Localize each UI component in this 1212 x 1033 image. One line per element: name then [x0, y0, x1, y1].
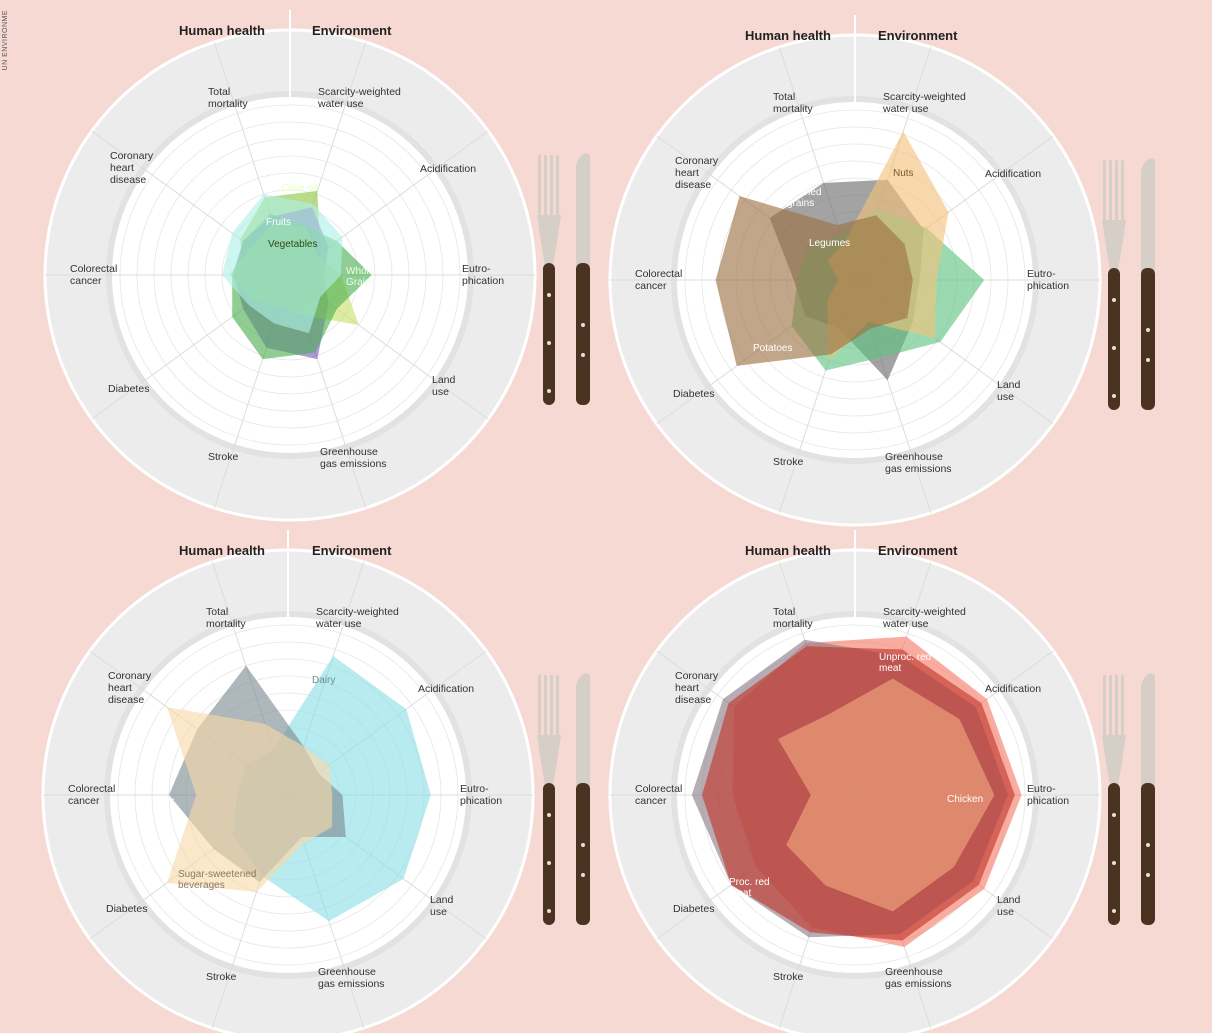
header-human-health: Human health	[179, 543, 265, 558]
axis-label: Diabetes	[673, 388, 714, 400]
axis-label: Stroke	[773, 456, 804, 468]
series-label: Olive oil	[282, 183, 318, 194]
header-human-health: Human health	[745, 543, 831, 558]
axis-label: Coronary heart disease	[675, 670, 719, 706]
series-polygon-potatoes	[715, 196, 913, 366]
axis-label: Total mortality	[773, 91, 813, 115]
cutlery-icon	[1102, 158, 1155, 410]
header-environment: Environment	[878, 543, 958, 558]
axis-label: Greenhouse gas emissions	[885, 451, 952, 475]
axis-label: Land use	[432, 374, 456, 398]
radar-plate-meats: Unproc. red meat Proc. red meat Chicken Scarc…	[608, 530, 1155, 1033]
axis-label: Total mortality	[206, 606, 246, 630]
series-polygon-chicken	[778, 678, 995, 912]
axis-label: Eutro-phication	[1027, 783, 1069, 807]
header-human-health: Human health	[179, 23, 265, 38]
series-label: Sugar-sweetened beverages	[178, 869, 256, 891]
axis-label: Acidification	[420, 163, 476, 175]
cutlery-icon	[537, 673, 590, 925]
axis-label: Coronary heart disease	[110, 150, 154, 186]
axis-label: Acidification	[985, 168, 1041, 180]
axis-label: Greenhouse gas emissions	[318, 966, 385, 990]
axis-label: Land use	[997, 894, 1021, 918]
series-label: Legumes	[809, 238, 850, 249]
axis-label: Land use	[430, 894, 454, 918]
axis-label: Stroke	[208, 451, 239, 463]
axis-label: Eutro-phication	[1027, 268, 1069, 292]
axis-label: Stroke	[773, 971, 804, 983]
axis-label: Diabetes	[106, 903, 147, 915]
header-human-health: Human health	[745, 28, 831, 43]
series-label: Fruits	[266, 217, 291, 228]
series-label: Potatoes	[753, 343, 792, 354]
series-label: Proc. red meat	[729, 877, 770, 899]
axis-label: Scarcity-weighted water use	[882, 606, 966, 630]
series-polygon-unnamed	[222, 194, 343, 334]
axis-label: Coronary heart disease	[675, 155, 719, 191]
header-environment: Environment	[878, 28, 958, 43]
radar-plate-eggs-dairy-beverages: Dairy Eggs Sugar-sweetened beverages Scarcit…	[41, 530, 590, 1033]
axis-label: Land use	[997, 379, 1021, 403]
axis-label: Acidification	[985, 683, 1041, 695]
series-label: Dairy	[312, 675, 335, 686]
axis-label: Greenhouse gas emissions	[320, 446, 387, 470]
series-label: Vegetables	[268, 239, 318, 250]
radar-plate-grains-legumes-nuts-potatoes: Refined grains Legumes Nuts Potatoes Scarcity…	[608, 15, 1155, 527]
axis-label: Greenhouse gas emissions	[885, 966, 952, 990]
axis-label: Scarcity-weighted water use	[315, 606, 399, 630]
axis-label: Coronary heart disease	[108, 670, 152, 706]
cutlery-icon	[1102, 673, 1155, 925]
radar-plate-fruits-vegetables: Olive oil Fruits Vegetables Whole Grains Scar…	[43, 10, 590, 522]
axis-label: Colorectal cancer	[635, 783, 682, 807]
series-label: Chicken	[947, 794, 983, 805]
axis-label: Diabetes	[673, 903, 714, 915]
header-environment: Environment	[312, 543, 392, 558]
axis-label: Colorectal cancer	[635, 268, 682, 292]
axis-label: Colorectal cancer	[70, 263, 117, 287]
axis-label: Diabetes	[108, 383, 149, 395]
series-label: Unproc. red meat	[879, 652, 931, 674]
series-label: Eggs	[152, 796, 175, 807]
axis-label: Colorectal cancer	[68, 783, 115, 807]
series-label: Nuts	[893, 168, 914, 179]
axis-label: Eutro-phication	[462, 263, 504, 287]
axis-label: Scarcity-weighted water use	[317, 86, 401, 110]
header-environment: Environment	[312, 23, 392, 38]
series-label: Refined grains	[787, 187, 821, 209]
axis-label: Acidification	[418, 683, 474, 695]
series-polygon-sugar-sweetened-beverages	[167, 707, 333, 892]
cutlery-icon	[537, 153, 590, 405]
axis-label: Stroke	[206, 971, 237, 983]
axis-label: Total mortality	[208, 86, 248, 110]
series-label: Whole Grains	[346, 266, 375, 288]
axis-label: Scarcity-weighted water use	[882, 91, 966, 115]
axis-label: Eutro-phication	[460, 783, 502, 807]
axis-label: Total mortality	[773, 606, 813, 630]
